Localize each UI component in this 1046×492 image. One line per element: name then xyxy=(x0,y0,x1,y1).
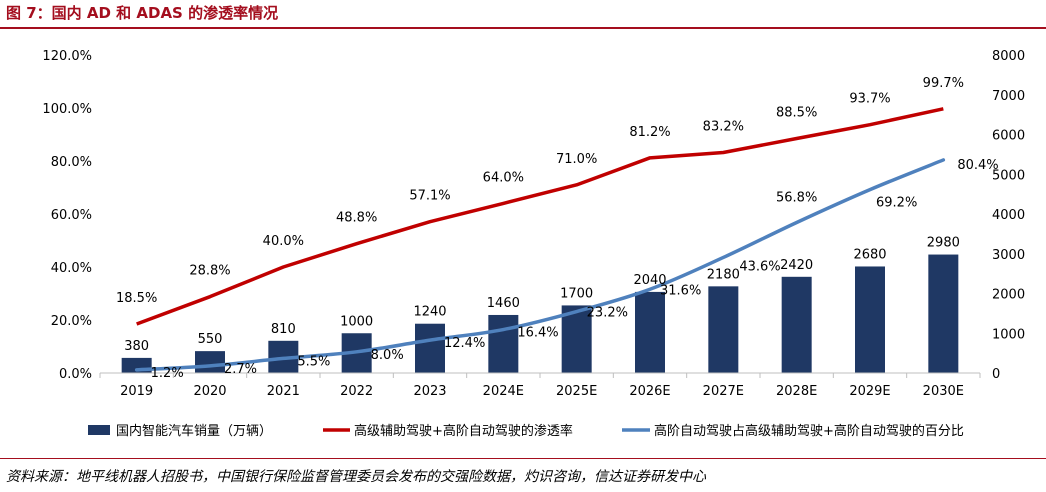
label-share-2022: 8.0% xyxy=(371,348,404,363)
left-tick-label: 120.0% xyxy=(42,49,92,64)
left-tick-label: 0.0% xyxy=(59,367,92,382)
x-tick-label-2029E: 2029E xyxy=(849,384,890,399)
right-tick-label: 8000 xyxy=(992,49,1025,64)
bar-2026E xyxy=(635,291,665,373)
title-rule xyxy=(0,27,1046,29)
bar-2028E xyxy=(781,276,812,373)
label-penetration-2026E: 81.2% xyxy=(629,125,670,140)
bar-2030E xyxy=(928,254,959,373)
label-penetration-2024E: 64.0% xyxy=(483,170,524,185)
label-sales-2029E: 2680 xyxy=(853,247,886,262)
left-tick-label: 40.0% xyxy=(51,261,92,276)
label-share-2023: 12.4% xyxy=(444,336,485,351)
left-tick-label: 100.0% xyxy=(42,102,92,117)
bar-2027E xyxy=(708,286,739,373)
x-tick-label-2030E: 2030E xyxy=(923,384,964,399)
label-sales-2022: 1000 xyxy=(340,314,373,329)
label-sales-2030E: 2980 xyxy=(927,236,960,251)
label-penetration-2028E: 88.5% xyxy=(776,105,817,120)
right-tick-label: 5000 xyxy=(992,168,1025,183)
legend-label-penetration: 高级辅助驾驶+高阶自动驾驶的渗透率 xyxy=(354,423,573,439)
label-sales-2027E: 2180 xyxy=(707,267,740,282)
label-penetration-2027E: 83.2% xyxy=(703,120,744,135)
left-tick-label: 20.0% xyxy=(51,314,92,329)
bar-2024E xyxy=(488,314,519,373)
label-sales-2028E: 2420 xyxy=(780,258,813,273)
x-tick-label-2025E: 2025E xyxy=(556,384,597,399)
bar-2025E xyxy=(561,305,592,373)
label-penetration-2025E: 71.0% xyxy=(556,152,597,167)
x-tick-label-2023: 2023 xyxy=(413,384,446,399)
x-tick-label-2028E: 2028E xyxy=(776,384,817,399)
label-penetration-2023: 57.1% xyxy=(409,189,450,204)
right-tick-label: 6000 xyxy=(992,129,1025,144)
legend-label-share: 高阶自动驾驶占高级辅助驾驶+高阶自动驾驶的百分比 xyxy=(654,423,964,439)
label-share-2027E: 43.6% xyxy=(739,259,780,274)
x-tick-label-2019: 2019 xyxy=(120,384,153,399)
x-tick-label-2022: 2022 xyxy=(340,384,373,399)
right-tick-label: 2000 xyxy=(992,288,1025,303)
right-tick-label: 4000 xyxy=(992,208,1025,223)
label-share-2029E: 69.2% xyxy=(876,196,917,211)
legend-swatch-sales xyxy=(88,425,110,435)
bar-2020 xyxy=(195,351,225,373)
label-share-2030E: 80.4% xyxy=(957,158,998,173)
label-penetration-2022: 48.8% xyxy=(336,211,377,226)
label-penetration-2019: 18.5% xyxy=(116,291,157,306)
label-penetration-2021: 40.0% xyxy=(263,234,304,249)
right-tick-label: 7000 xyxy=(992,89,1025,104)
figure-title: 图 7：国内 AD 和 ADAS 的渗透率情况 xyxy=(6,4,279,22)
left-tick-label: 60.0% xyxy=(51,208,92,223)
label-share-2020: 2.7% xyxy=(224,362,257,377)
label-share-2021: 5.5% xyxy=(297,354,330,369)
label-sales-2024E: 1460 xyxy=(487,296,520,311)
source-rule xyxy=(0,458,1046,459)
label-share-2019: 1.2% xyxy=(151,366,184,381)
label-share-2024E: 16.4% xyxy=(517,326,558,341)
label-share-2028E: 56.8% xyxy=(776,190,817,205)
label-sales-2026E: 2040 xyxy=(633,273,666,288)
label-penetration-2030E: 99.7% xyxy=(923,76,964,91)
label-sales-2020: 550 xyxy=(198,332,223,347)
source-note: 资料来源：地平线机器人招股书，中国银行保险监督管理委员会发布的交强险数据，灼识咨… xyxy=(6,469,706,485)
x-tick-label-2021: 2021 xyxy=(267,384,300,399)
right-tick-label: 0 xyxy=(992,367,1000,382)
x-tick-label-2024E: 2024E xyxy=(483,384,524,399)
label-sales-2025E: 1700 xyxy=(560,286,593,301)
left-tick-label: 80.0% xyxy=(51,155,92,170)
right-tick-label: 3000 xyxy=(992,248,1025,263)
label-penetration-2020: 28.8% xyxy=(189,264,230,279)
label-sales-2023: 1240 xyxy=(413,305,446,320)
right-tick-label: 1000 xyxy=(992,327,1025,342)
legend-label-sales: 国内智能汽车销量（万辆） xyxy=(116,423,272,439)
x-tick-label-2026E: 2026E xyxy=(629,384,670,399)
label-sales-2021: 810 xyxy=(271,322,296,337)
label-share-2025E: 23.2% xyxy=(587,306,628,321)
x-tick-label-2027E: 2027E xyxy=(703,384,744,399)
label-sales-2019: 380 xyxy=(124,339,149,354)
label-penetration-2029E: 93.7% xyxy=(849,92,890,107)
x-tick-label-2020: 2020 xyxy=(193,384,226,399)
label-share-2026E: 31.6% xyxy=(660,283,701,298)
series-line-penetration xyxy=(136,107,944,326)
bar-2023 xyxy=(415,323,445,373)
series-line-high-level-share xyxy=(134,158,946,372)
bar-2029E xyxy=(855,266,885,373)
